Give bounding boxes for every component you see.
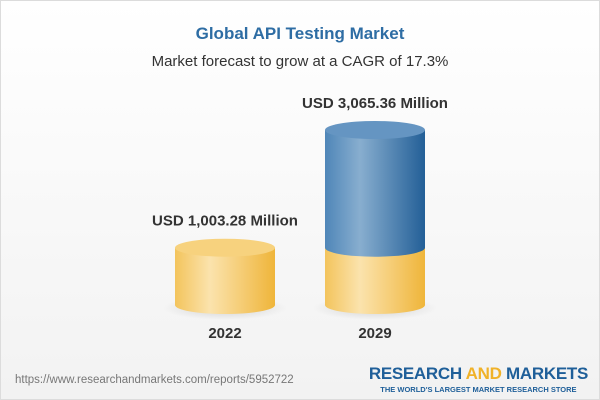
data-label: USD 3,065.36 Million [302, 95, 448, 112]
cylinder-top [325, 121, 425, 139]
cylinder-base-segment [175, 247, 275, 314]
cylinder-base-segment [325, 247, 425, 314]
chart-title: Global API Testing Market [195, 24, 405, 43]
category-label: 2022 [208, 325, 241, 342]
chart-subtitle: Market forecast to grow at a CAGR of 17.… [151, 53, 449, 70]
report-url[interactable]: https://www.researchandmarkets.com/repor… [15, 374, 294, 386]
research-and-markets-logo: RESEARCH AND MARKETS THE WORLD'S LARGEST… [368, 364, 588, 394]
cylinder-growth-segment [325, 130, 425, 257]
cylinder-top [175, 238, 275, 257]
data-label: USD 1,003.28 Million [152, 213, 298, 230]
category-label: 2029 [358, 325, 391, 342]
